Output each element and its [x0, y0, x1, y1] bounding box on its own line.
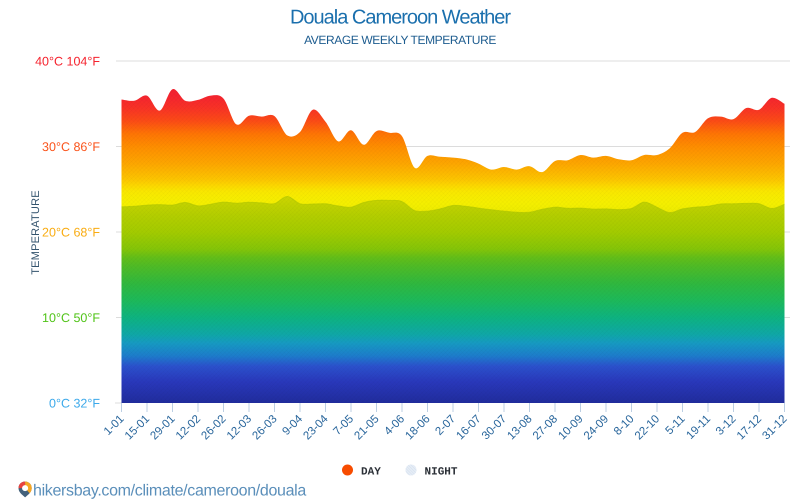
- svg-text:19-11: 19-11: [684, 413, 713, 442]
- svg-text:23-04: 23-04: [301, 413, 331, 443]
- svg-text:15-01: 15-01: [123, 413, 152, 442]
- svg-text:13-08: 13-08: [505, 413, 534, 442]
- svg-text:21-05: 21-05: [352, 413, 381, 442]
- svg-text:16-07: 16-07: [454, 413, 483, 442]
- svg-text:hikersbay.com/climate/cameroon: hikersbay.com/climate/cameroon/douala: [33, 483, 306, 500]
- svg-text:TEMPERATURE: TEMPERATURE: [30, 190, 42, 275]
- svg-text:18-06: 18-06: [403, 413, 432, 442]
- svg-text:31-12: 31-12: [760, 413, 789, 442]
- svg-text:26-03: 26-03: [250, 413, 279, 442]
- svg-text:12-03: 12-03: [225, 413, 254, 442]
- svg-text:30-07: 30-07: [480, 413, 509, 442]
- svg-text:26-02: 26-02: [199, 413, 228, 442]
- svg-text:20°C 68°F: 20°C 68°F: [42, 226, 100, 240]
- svg-text:27-08: 27-08: [531, 413, 560, 442]
- svg-text:12-02: 12-02: [174, 413, 203, 442]
- svg-text:29-01: 29-01: [148, 413, 177, 442]
- svg-text:22-10: 22-10: [633, 413, 662, 442]
- svg-text:DAY: DAY: [361, 467, 381, 479]
- svg-text:Douala Cameroon Weather: Douala Cameroon Weather: [290, 7, 511, 29]
- svg-text:17-12: 17-12: [735, 413, 764, 442]
- svg-text:30°C 86°F: 30°C 86°F: [42, 140, 100, 154]
- svg-text:10°C 50°F: 10°C 50°F: [42, 311, 100, 325]
- svg-text:NIGHT: NIGHT: [425, 467, 458, 479]
- svg-text:0°C 32°F: 0°C 32°F: [49, 397, 100, 411]
- svg-text:24-09: 24-09: [582, 413, 611, 442]
- svg-text:10-09: 10-09: [556, 413, 585, 442]
- svg-text:AVERAGE WEEKLY TEMPERATURE: AVERAGE WEEKLY TEMPERATURE: [304, 33, 496, 47]
- svg-text:40°C 104°F: 40°C 104°F: [35, 55, 100, 69]
